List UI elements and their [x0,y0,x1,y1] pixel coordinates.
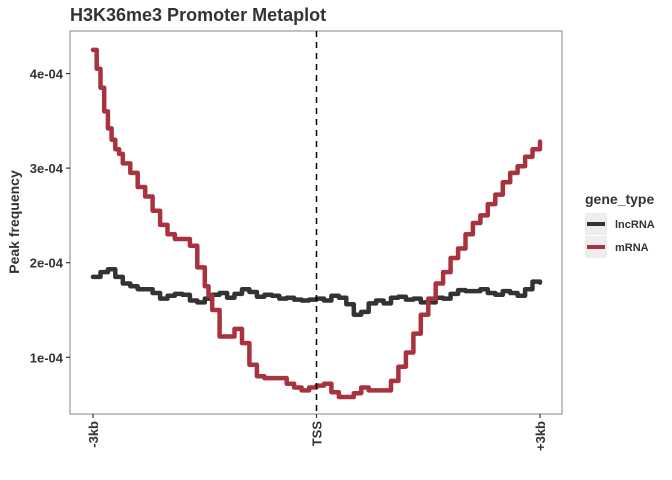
legend: gene_type lncRNA mRNA [585,191,655,258]
y-axis: 1e-04 2e-04 3e-04 4e-04 [30,67,70,365]
y-tick-label: 2e-04 [30,256,64,271]
legend-label-lncrna: lncRNA [615,219,655,231]
x-tick-label: TSS [310,421,325,447]
y-tick-label: 4e-04 [30,67,64,82]
legend-title: gene_type [585,191,654,207]
x-tick-label: -3kb [86,421,101,448]
y-tick-label: 1e-04 [30,350,64,365]
x-axis: -3kb TSS +3kb [86,414,548,451]
series-line-mrna [90,47,543,400]
legend-label-mrna: mRNA [615,242,649,254]
y-tick-label: 3e-04 [30,161,64,176]
x-tick-label: +3kb [533,421,548,451]
chart-title: H3K36me3 Promoter Metaplot [70,5,326,25]
y-axis-title: Peak frequency [6,170,22,274]
